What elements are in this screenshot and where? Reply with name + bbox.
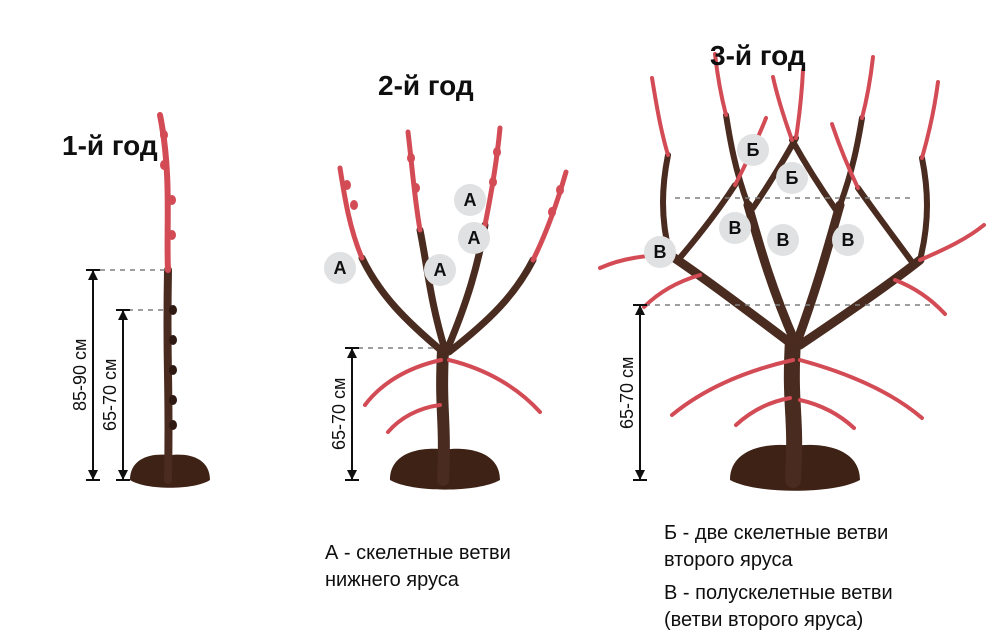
year3-caption-b: Б - две скелетные ветвивторого яруса	[664, 520, 888, 574]
bud	[343, 180, 351, 190]
arrowhead-icon	[88, 470, 98, 480]
dimension-label: 85-90 см	[70, 330, 91, 420]
bud	[407, 153, 415, 163]
branch	[388, 405, 440, 432]
bud	[548, 207, 556, 217]
dimension-label: 65-70 см	[617, 348, 638, 438]
bud	[169, 335, 177, 345]
dimension-label: 65-70 см	[100, 350, 121, 440]
dimension-label: 65-70 см	[329, 369, 350, 459]
branch	[858, 188, 912, 262]
arrowhead-icon	[118, 310, 128, 320]
branch	[672, 360, 793, 415]
bud	[412, 183, 420, 193]
branch	[485, 128, 500, 225]
branch-marker: А	[324, 252, 356, 284]
branch-marker: В	[644, 236, 676, 268]
bud	[168, 230, 176, 240]
branch-marker: В	[767, 224, 799, 256]
bud	[160, 160, 168, 170]
branch-marker: В	[832, 224, 864, 256]
trunk	[167, 270, 168, 480]
branch-marker: Б	[776, 162, 808, 194]
branch-marker: А	[454, 184, 486, 216]
branch	[449, 360, 540, 412]
branch	[800, 360, 922, 418]
branch	[920, 225, 984, 260]
arrowhead-icon	[118, 470, 128, 480]
branch	[773, 77, 792, 140]
bud	[169, 420, 177, 430]
branch	[796, 70, 803, 138]
bud	[493, 147, 501, 157]
arrowhead-icon	[347, 348, 357, 358]
branch	[800, 400, 854, 428]
branch	[340, 168, 362, 258]
branch	[365, 360, 441, 405]
branch	[736, 398, 790, 425]
year2-title: 2-й год	[378, 70, 474, 102]
arrowhead-icon	[635, 470, 645, 480]
bud	[169, 395, 177, 405]
year1-title: 1-й год	[62, 130, 158, 162]
bud	[556, 185, 564, 195]
branch-marker: А	[458, 222, 490, 254]
branch	[895, 280, 945, 314]
branch-marker: Б	[737, 134, 769, 166]
bud	[489, 177, 497, 187]
year2-caption: А - скелетные ветвинижнего яруса	[325, 540, 511, 594]
branch-marker: А	[424, 254, 456, 286]
year3-caption-v: В - полускелетные ветви(ветви второго яр…	[664, 580, 893, 634]
bud	[168, 195, 176, 205]
branch-marker: В	[719, 212, 751, 244]
year3-title: 3-й год	[710, 40, 806, 72]
branch	[652, 78, 668, 155]
bud	[169, 305, 177, 315]
arrowhead-icon	[88, 270, 98, 280]
branch	[920, 158, 927, 260]
bud	[160, 130, 168, 140]
branch	[862, 57, 873, 118]
branch	[408, 132, 420, 230]
bud	[350, 200, 358, 210]
arrowhead-icon	[347, 470, 357, 480]
branch	[922, 82, 938, 158]
branch	[644, 275, 700, 307]
trunk	[442, 350, 444, 480]
bud	[169, 365, 177, 375]
